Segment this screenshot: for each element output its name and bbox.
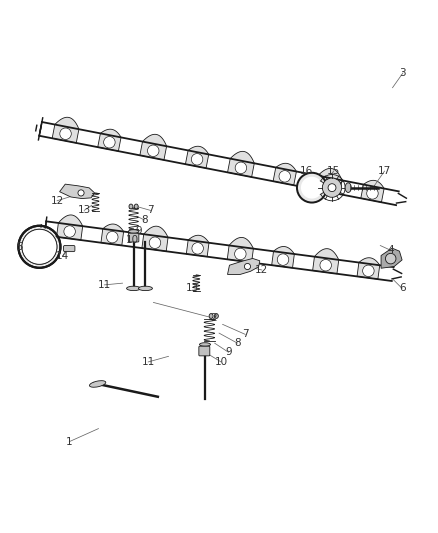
Text: 16: 16 bbox=[300, 166, 313, 176]
Circle shape bbox=[106, 231, 118, 243]
Text: 10: 10 bbox=[215, 357, 228, 367]
Circle shape bbox=[385, 253, 396, 264]
Text: 6: 6 bbox=[399, 284, 406, 293]
Polygon shape bbox=[60, 184, 95, 199]
Ellipse shape bbox=[138, 286, 152, 290]
Ellipse shape bbox=[129, 204, 133, 209]
Ellipse shape bbox=[214, 313, 218, 318]
Circle shape bbox=[279, 171, 290, 182]
Circle shape bbox=[22, 229, 57, 264]
Circle shape bbox=[148, 145, 159, 157]
Ellipse shape bbox=[128, 230, 139, 233]
Circle shape bbox=[301, 177, 323, 199]
Circle shape bbox=[104, 136, 115, 148]
Ellipse shape bbox=[345, 183, 351, 192]
Polygon shape bbox=[313, 249, 339, 274]
Circle shape bbox=[277, 254, 289, 265]
Text: 7: 7 bbox=[242, 329, 249, 340]
Polygon shape bbox=[140, 134, 166, 160]
Polygon shape bbox=[101, 224, 124, 245]
Text: 11: 11 bbox=[141, 357, 155, 367]
Ellipse shape bbox=[200, 343, 210, 346]
Ellipse shape bbox=[89, 381, 106, 387]
Circle shape bbox=[328, 184, 336, 191]
Text: 11: 11 bbox=[98, 280, 111, 290]
Text: 17: 17 bbox=[378, 166, 391, 176]
Text: 13: 13 bbox=[78, 205, 91, 215]
Text: 3: 3 bbox=[399, 68, 406, 78]
Polygon shape bbox=[227, 237, 254, 263]
FancyBboxPatch shape bbox=[128, 233, 139, 242]
Polygon shape bbox=[227, 259, 260, 274]
Ellipse shape bbox=[127, 286, 141, 290]
Text: 12: 12 bbox=[255, 265, 268, 275]
Polygon shape bbox=[272, 246, 294, 268]
Circle shape bbox=[323, 179, 334, 191]
Polygon shape bbox=[273, 163, 297, 185]
Text: 9: 9 bbox=[135, 225, 142, 236]
Circle shape bbox=[149, 237, 161, 248]
Text: 1: 1 bbox=[66, 437, 73, 447]
Ellipse shape bbox=[209, 313, 213, 318]
Polygon shape bbox=[315, 168, 342, 194]
Polygon shape bbox=[361, 180, 384, 203]
Circle shape bbox=[235, 248, 246, 260]
Polygon shape bbox=[57, 215, 83, 240]
Text: 4: 4 bbox=[387, 245, 394, 255]
Polygon shape bbox=[98, 129, 121, 151]
Polygon shape bbox=[185, 146, 209, 168]
Circle shape bbox=[20, 228, 59, 266]
Polygon shape bbox=[228, 151, 254, 177]
Polygon shape bbox=[357, 258, 380, 279]
Text: 13: 13 bbox=[186, 282, 199, 293]
Polygon shape bbox=[381, 248, 402, 268]
Circle shape bbox=[191, 154, 203, 165]
Text: 15: 15 bbox=[327, 166, 340, 176]
Circle shape bbox=[363, 265, 374, 277]
Polygon shape bbox=[52, 117, 79, 143]
Circle shape bbox=[244, 263, 251, 270]
Text: 8: 8 bbox=[234, 338, 241, 348]
Circle shape bbox=[320, 260, 332, 271]
Circle shape bbox=[64, 226, 75, 237]
Ellipse shape bbox=[134, 204, 138, 209]
Text: 12: 12 bbox=[50, 196, 64, 206]
Circle shape bbox=[192, 243, 203, 254]
Circle shape bbox=[297, 173, 327, 203]
Circle shape bbox=[367, 188, 378, 199]
FancyBboxPatch shape bbox=[64, 246, 75, 252]
Circle shape bbox=[235, 162, 247, 174]
Text: 5: 5 bbox=[16, 242, 23, 252]
Text: 7: 7 bbox=[147, 205, 154, 215]
FancyBboxPatch shape bbox=[199, 346, 210, 356]
Text: 8: 8 bbox=[141, 215, 148, 225]
Text: 9: 9 bbox=[225, 348, 232, 357]
Text: 2: 2 bbox=[210, 313, 217, 323]
Polygon shape bbox=[186, 235, 209, 257]
Circle shape bbox=[60, 128, 71, 140]
Polygon shape bbox=[142, 226, 168, 251]
Circle shape bbox=[322, 178, 342, 197]
Text: 14: 14 bbox=[56, 252, 69, 261]
Circle shape bbox=[78, 190, 84, 196]
Text: 10: 10 bbox=[126, 235, 139, 245]
